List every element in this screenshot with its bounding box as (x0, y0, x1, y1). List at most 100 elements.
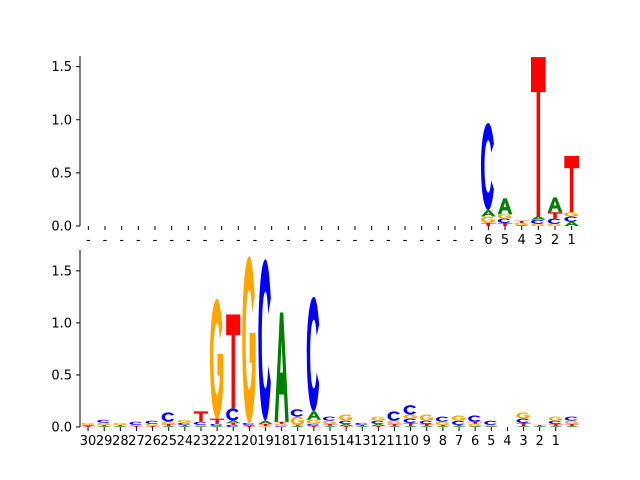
logo-letter-c (226, 424, 239, 427)
logo-letter-a (177, 425, 192, 427)
logo-letter-t (481, 222, 496, 226)
logo-letter-g (81, 422, 95, 425)
x-tick-label: 30 (80, 434, 97, 449)
logo-letter-a (193, 425, 209, 427)
x-tick-label: 19 (257, 434, 274, 449)
y-tick-label: 1.0 (51, 113, 72, 128)
logo-letter-g (516, 412, 530, 419)
logo-letter-g (242, 256, 256, 423)
x-tick-label: 6 (471, 434, 479, 449)
logo-letter-a (564, 425, 579, 427)
logo-letter-g (258, 425, 272, 427)
x-tick-label: 15 (322, 434, 339, 449)
x-tick-label: 26 (144, 434, 161, 449)
logo-letter-a (242, 424, 257, 426)
logo-letter-c (306, 296, 320, 412)
x-tick-label: 24 (177, 434, 194, 449)
y-tick-label: 1.0 (51, 316, 72, 331)
x-tick-label: - (436, 233, 441, 248)
logo-letter-c (258, 259, 271, 421)
y-tick-label: 0.0 (51, 421, 72, 436)
logo-letter-c (531, 219, 544, 224)
logo-letter-c (242, 422, 255, 425)
bottom-logo-panel: 0.00.51.01.530 29 28 27 26 25 24 23 22 21 20 19 18 17… (51, 250, 579, 449)
logo-letter-t (145, 425, 160, 427)
logo-letter-a (547, 197, 563, 213)
x-tick-label: - (119, 233, 124, 248)
x-tick-label: - (303, 233, 308, 248)
x-tick-label: 23 (193, 434, 210, 449)
logo-letter-g (387, 420, 401, 424)
x-tick-label: - (269, 233, 274, 248)
y-tick-label: 0.0 (51, 220, 72, 235)
logo-letter-c (435, 416, 449, 422)
logo-letter-a (339, 423, 354, 426)
x-tick-label: 4 (518, 233, 526, 248)
x-tick-label: 10 (402, 434, 419, 449)
logo-letter-a (161, 425, 176, 427)
x-tick-label: 22 (209, 434, 226, 449)
logo-letter-a (355, 425, 370, 427)
logo-letter-a (403, 425, 418, 427)
logo-letter-g (403, 414, 417, 419)
logo-letter-g (371, 416, 385, 421)
logo-letter-g (339, 414, 353, 421)
y-tick-label: 0.5 (51, 166, 72, 181)
logo-letter-g (210, 298, 224, 419)
logo-letter-g (145, 423, 159, 426)
logo-letter-c (564, 216, 578, 222)
logo-letter-t (113, 424, 128, 426)
logo-letter-c (306, 423, 320, 426)
x-tick-label: - (353, 233, 358, 248)
logo-letter-c (564, 416, 578, 421)
logo-letter-t (210, 418, 225, 424)
x-tick-label: - (419, 233, 424, 248)
logo-letter-t (242, 425, 257, 427)
x-tick-label: - (469, 233, 474, 248)
logo-letter-a (81, 424, 96, 426)
logo-letter-a (274, 312, 289, 422)
logo-letter-a (564, 221, 579, 226)
logo-letter-a (322, 425, 338, 427)
logo-letter-t (97, 424, 112, 426)
logo-letter-g (193, 424, 208, 426)
logo-letter-c (451, 420, 465, 425)
x-tick-label: - (219, 233, 224, 248)
x-tick-label: 29 (96, 434, 113, 449)
logo-letter-t (547, 212, 563, 219)
logo-letter-c (355, 422, 368, 425)
x-tick-label: - (403, 233, 408, 248)
x-tick-label: - (336, 233, 341, 248)
logo-letter-g (548, 416, 563, 421)
logo-letter-t (531, 57, 546, 217)
x-tick-label: 1 (552, 434, 560, 449)
x-tick-label: 25 (160, 434, 177, 449)
logo-letter-a (435, 425, 450, 427)
logo-letter-c (193, 421, 207, 425)
x-tick-label: 8 (439, 434, 447, 449)
logo-letter-g (322, 420, 337, 424)
y-tick-label: 1.5 (51, 264, 72, 279)
logo-letter-t (161, 423, 176, 426)
logo-letter-a (451, 425, 467, 427)
logo-letter-g (514, 222, 529, 225)
logo-letter-c (484, 420, 497, 425)
logo-letter-t (355, 424, 370, 426)
x-tick-label: 1 (568, 233, 576, 248)
logo-letter-c (97, 419, 110, 423)
logo-letter-t (387, 423, 402, 426)
logo-letter-g (468, 423, 482, 426)
logo-letter-g (306, 419, 321, 424)
logo-letter-t (274, 421, 289, 424)
x-tick-label: - (86, 233, 91, 248)
logo-letter-a (419, 425, 434, 427)
logo-letter-c (481, 122, 494, 211)
logo-letter-c (497, 218, 511, 223)
x-tick-label: - (136, 233, 141, 248)
logo-letter-t (564, 423, 579, 426)
logo-letter-a (226, 420, 241, 423)
logo-letter-a (113, 425, 128, 427)
x-tick-label: - (203, 233, 208, 248)
x-tick-label: - (169, 233, 174, 248)
